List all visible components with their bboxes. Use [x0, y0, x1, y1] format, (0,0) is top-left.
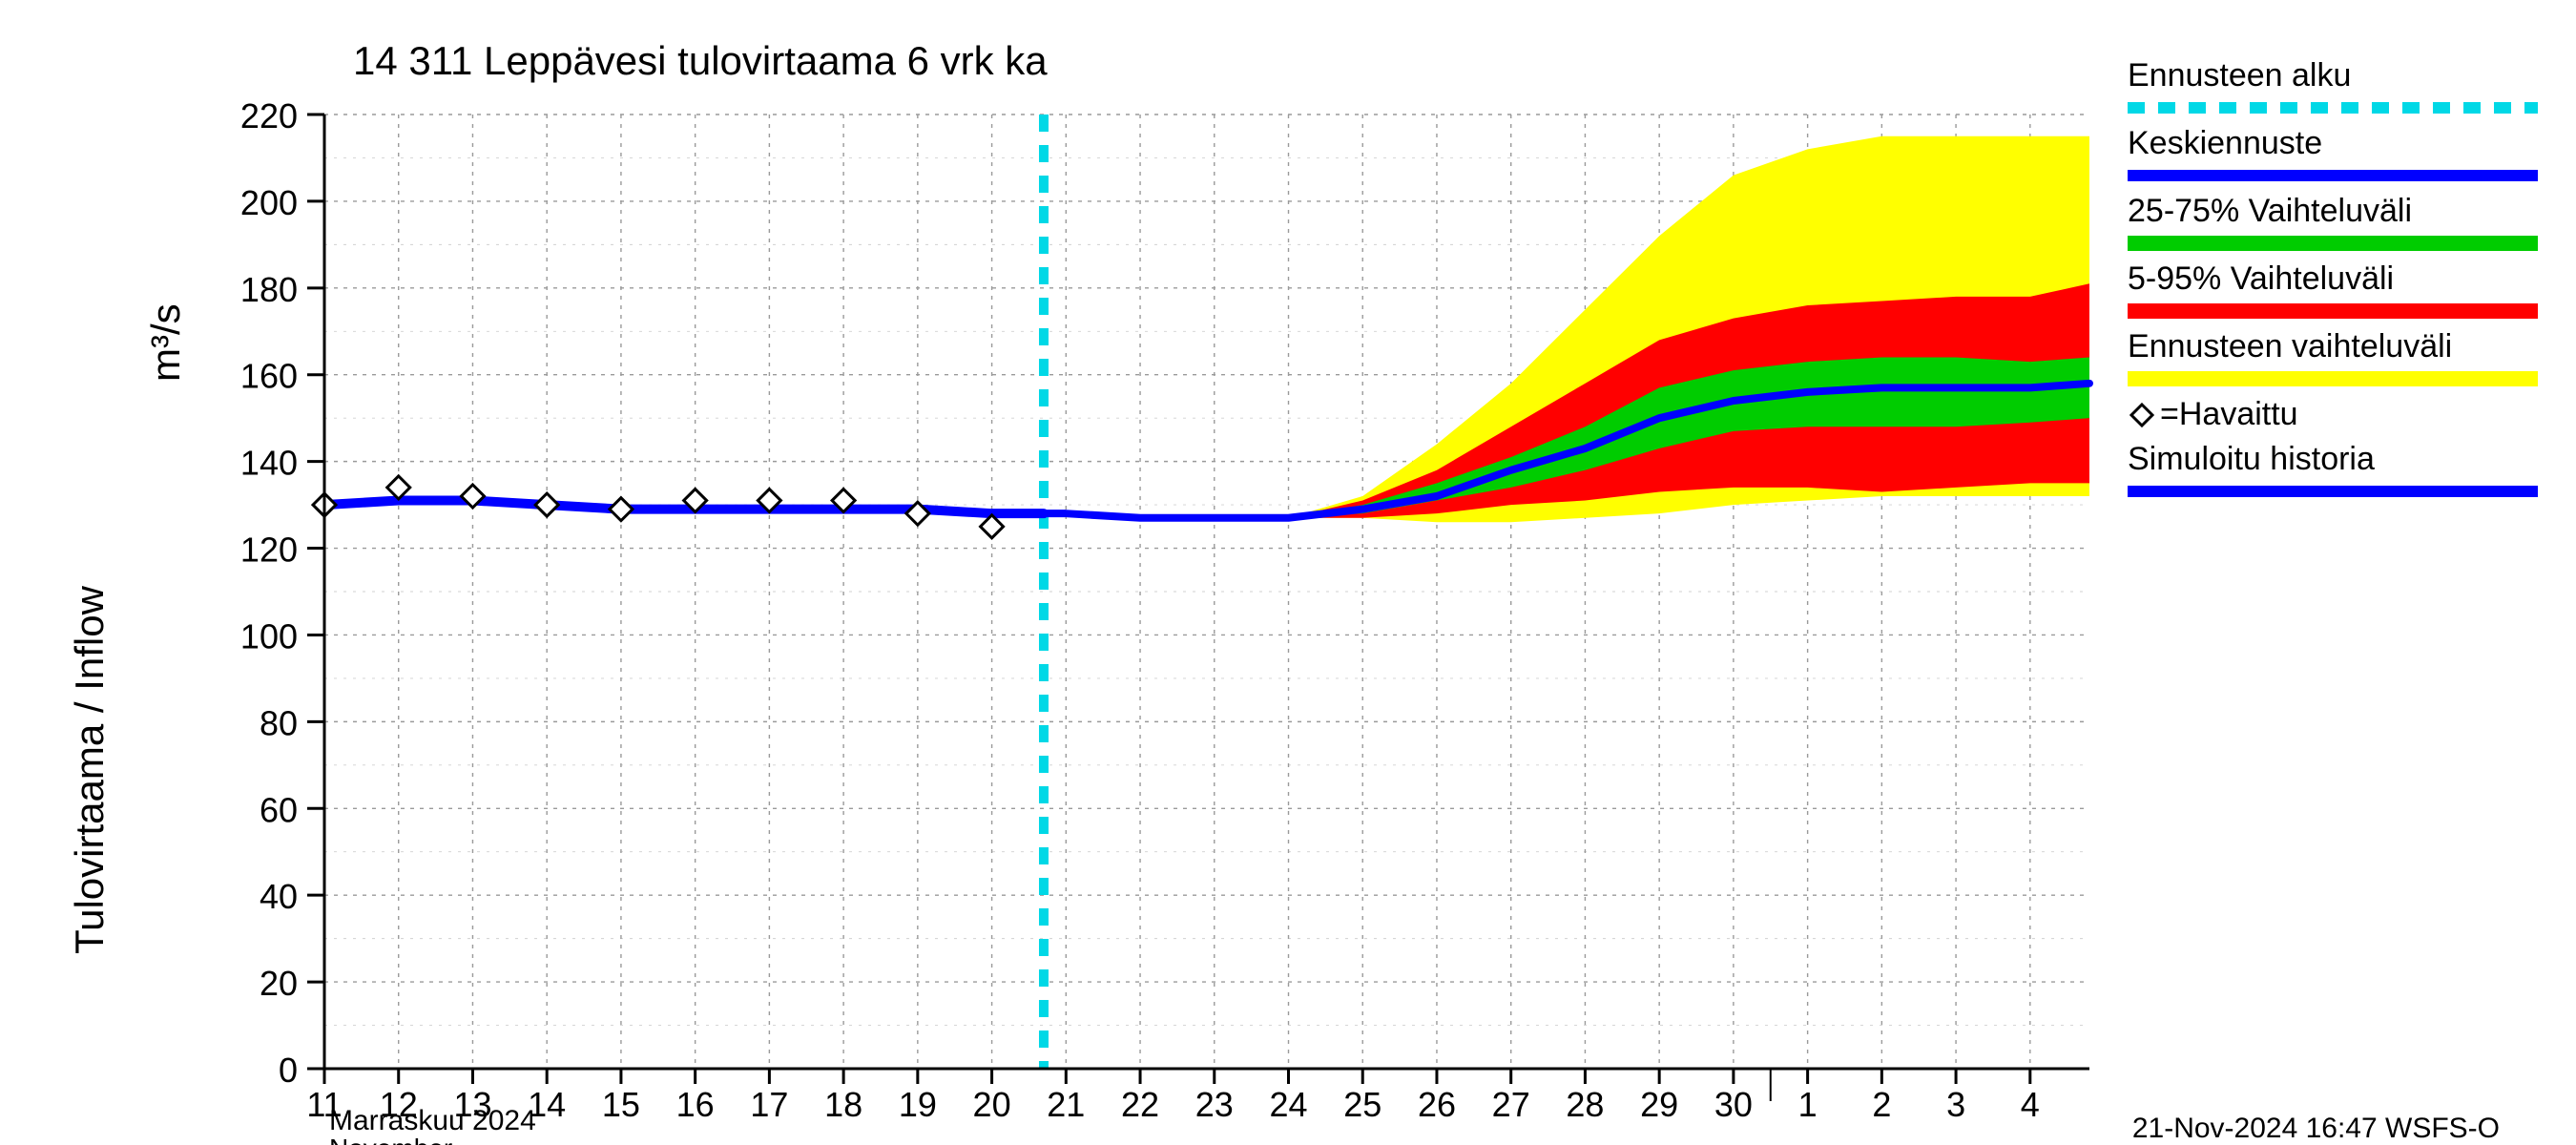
chart-title: 14 311 Leppävesi tulovirtaama 6 vrk ka	[353, 38, 1048, 84]
svg-text:180: 180	[240, 270, 298, 309]
svg-text:23: 23	[1195, 1085, 1234, 1124]
svg-text:140: 140	[240, 444, 298, 483]
svg-text:22: 22	[1121, 1085, 1159, 1124]
legend-item-bfull: Ennusteen vaihteluväli	[2128, 328, 2557, 388]
svg-text:18: 18	[824, 1085, 862, 1124]
svg-text:21: 21	[1047, 1085, 1085, 1124]
svg-text:1: 1	[1798, 1085, 1818, 1124]
svg-text:28: 28	[1566, 1085, 1604, 1124]
svg-text:60: 60	[260, 790, 298, 829]
legend: Ennusteen alku Keskiennuste 25-75% Vaihtel…	[2128, 57, 2557, 509]
svg-text:120: 120	[240, 531, 298, 570]
legend-item-b2575: 25-75% Vaihteluväli	[2128, 193, 2557, 253]
svg-text:17: 17	[750, 1085, 788, 1124]
y-axis-unit: m³/s	[143, 303, 189, 382]
legend-swatch	[2128, 98, 2538, 117]
x-month-fi: Marraskuu 2024	[329, 1105, 536, 1137]
x-month-en: November	[329, 1134, 452, 1145]
svg-text:40: 40	[260, 877, 298, 916]
legend-swatch	[2128, 302, 2538, 321]
legend-label: Ennusteen vaihteluväli	[2128, 328, 2557, 365]
legend-label: Ennusteen alku	[2128, 57, 2557, 94]
svg-text:20: 20	[973, 1085, 1011, 1124]
legend-label: Keskiennuste	[2128, 125, 2557, 162]
svg-text:27: 27	[1492, 1085, 1530, 1124]
legend-item-obs: =Havaittu	[2128, 396, 2557, 433]
svg-text:16: 16	[676, 1085, 715, 1124]
svg-text:100: 100	[240, 616, 298, 656]
svg-text:160: 160	[240, 357, 298, 396]
svg-text:0: 0	[279, 1051, 298, 1090]
svg-text:3: 3	[1946, 1085, 1965, 1124]
svg-text:19: 19	[899, 1085, 937, 1124]
svg-text:220: 220	[240, 96, 298, 135]
svg-text:80: 80	[260, 703, 298, 742]
legend-item-b0595: 5-95% Vaihteluväli	[2128, 260, 2557, 321]
svg-text:20: 20	[260, 964, 298, 1003]
legend-swatch	[2128, 166, 2538, 185]
svg-text:4: 4	[2021, 1085, 2040, 1124]
svg-text:24: 24	[1269, 1085, 1307, 1124]
svg-text:26: 26	[1418, 1085, 1456, 1124]
legend-label: Simuloitu historia	[2128, 441, 2557, 478]
legend-swatch	[2128, 482, 2538, 501]
legend-label: 25-75% Vaihteluväli	[2128, 193, 2557, 230]
footer-timestamp: 21-Nov-2024 16:47 WSFS-O	[2132, 1113, 2500, 1145]
legend-swatch	[2128, 369, 2538, 388]
legend-label: =Havaittu	[2160, 396, 2298, 433]
legend-label: 5-95% Vaihteluväli	[2128, 260, 2557, 298]
legend-item-forecast_start: Ennusteen alku	[2128, 57, 2557, 117]
svg-text:30: 30	[1714, 1085, 1753, 1124]
y-axis-label: Tulovirtaama / Inflow	[67, 586, 113, 954]
svg-text:29: 29	[1640, 1085, 1678, 1124]
svg-text:25: 25	[1343, 1085, 1381, 1124]
chart-container: 14 311 Leppävesi tulovirtaama 6 vrk ka T…	[0, 0, 2576, 1145]
legend-item-sim: Simuloitu historia	[2128, 441, 2557, 501]
legend-item-mean: Keskiennuste	[2128, 125, 2557, 185]
svg-text:200: 200	[240, 183, 298, 222]
legend-swatch	[2128, 234, 2538, 253]
svg-text:15: 15	[602, 1085, 640, 1124]
svg-text:2: 2	[1872, 1085, 1891, 1124]
